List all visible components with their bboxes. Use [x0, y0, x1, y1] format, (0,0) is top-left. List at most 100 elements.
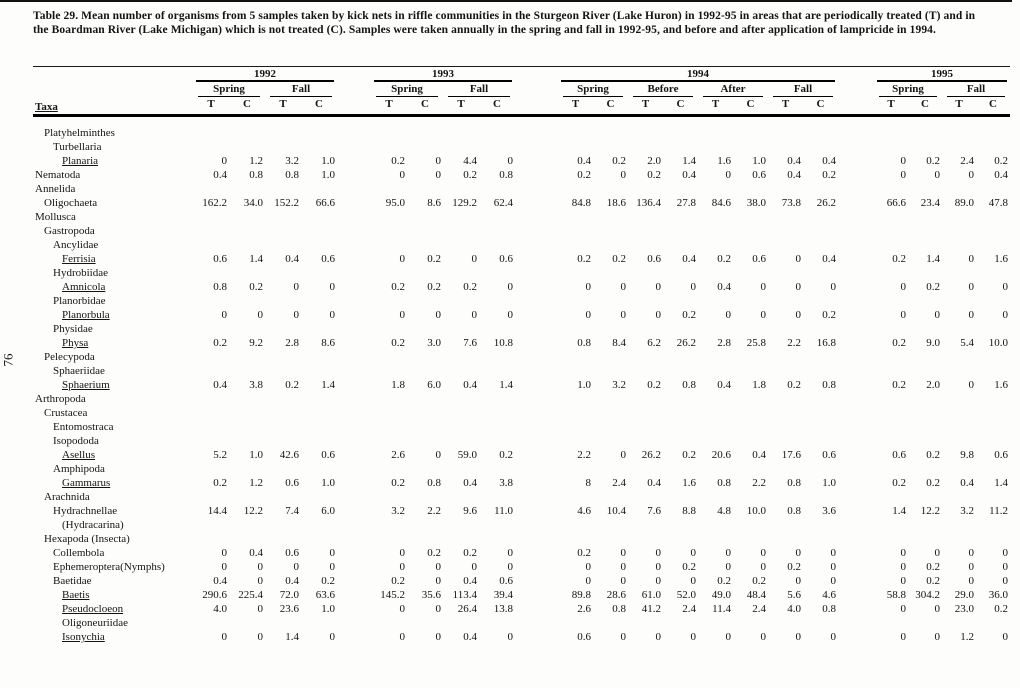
value-cell: 3.0 [427, 337, 441, 349]
value-cell: 0.4 [285, 575, 299, 587]
value-cell: 0 [399, 169, 406, 181]
value-cell: 84.8 [571, 197, 591, 209]
value-cell: 0.2 [612, 253, 626, 265]
year-header: 1993 [374, 68, 512, 82]
value-cell: 0.8 [682, 379, 696, 391]
value-cell: 0.4 [787, 155, 801, 167]
value-cell: 0 [900, 309, 907, 321]
taxon-label: Sphaeriidae [53, 365, 105, 377]
value-cell: 0 [900, 547, 907, 559]
taxon-label: Oligoneuriidae [62, 617, 128, 629]
value-cell: 11.4 [712, 603, 731, 615]
taxon-label: Pelecypoda [44, 351, 95, 363]
value-cell: 9.6 [463, 505, 477, 517]
table-row: Turbellaria [33, 140, 1010, 154]
value-cell: 0 [1002, 561, 1009, 573]
value-cell: 0.8 [249, 169, 263, 181]
value-cell: 0.6 [321, 253, 335, 265]
value-cell: 9.2 [249, 337, 263, 349]
value-cell: 0.4 [822, 155, 836, 167]
table-body: Platyhelminthes Turbellaria Planaria 0 1.2 3.… [33, 117, 1010, 644]
value-cell: 0 [507, 547, 514, 559]
value-cell: 1.6 [994, 253, 1008, 265]
value-cell: 0.2 [892, 477, 906, 489]
value-cell: 0 [257, 631, 264, 643]
treatment-header: T [457, 98, 465, 110]
value-cell: 62.4 [493, 197, 513, 209]
value-cell: 0 [795, 547, 802, 559]
value-cell: 0 [399, 309, 406, 321]
treatment-header: T [279, 98, 287, 110]
value-cell: 0.2 [994, 603, 1008, 615]
taxon-label: Amphipoda [53, 463, 105, 475]
value-cell: 41.2 [641, 603, 661, 615]
taxon-label: Collembola [53, 547, 105, 559]
value-cell: 0.6 [577, 631, 591, 643]
table-row: Hydrachnellae 14.4 12.2 7.4 6.0 3.2 2.2 9.6 11.0… [33, 504, 1010, 518]
value-cell: 0 [1002, 575, 1009, 587]
value-cell: 0.6 [321, 449, 335, 461]
value-cell: 0.2 [391, 155, 405, 167]
value-cell: 1.4 [321, 379, 335, 391]
value-cell: 72.0 [279, 589, 299, 601]
value-cell: 0.2 [647, 379, 661, 391]
table-row: Planorbidae [33, 294, 1010, 308]
table-caption: Table 29. Mean number of organisms from … [33, 10, 976, 36]
value-cell: 0.2 [285, 379, 299, 391]
taxon-label: Platyhelminthes [44, 127, 115, 139]
value-cell: 0.4 [787, 169, 801, 181]
value-cell: 0 [900, 169, 907, 181]
value-cell: 0.6 [994, 449, 1008, 461]
value-cell: 0 [725, 309, 732, 321]
taxon-label: Annelida [35, 183, 76, 195]
value-cell: 11.0 [494, 505, 513, 517]
taxon-label: Physidae [53, 323, 93, 335]
value-cell: 0 [1002, 281, 1009, 293]
value-cell: 26.2 [816, 197, 836, 209]
value-cell: 113.4 [452, 589, 477, 601]
value-cell: 14.4 [207, 505, 227, 517]
year-header-row: 1992 1993 1994 1995 [33, 66, 1010, 82]
value-cell: 0.8 [612, 603, 626, 615]
value-cell: 304.2 [915, 589, 940, 601]
table-row: Planaria 0 1.2 3.2 1.0 0.2 0 4.4 0 0.4 0.2 2.0 1.4 1.… [33, 154, 1010, 168]
value-cell: 9.8 [960, 449, 974, 461]
value-cell: 0.2 [213, 337, 227, 349]
taxon-label: Physa [62, 337, 89, 349]
value-cell: 2.4 [752, 603, 766, 615]
value-cell: 0 [293, 309, 300, 321]
taxon-label: Turbellaria [53, 141, 102, 153]
table-row: Pelecypoda [33, 350, 1010, 364]
treatment-header: C [816, 98, 825, 110]
value-cell: 0.2 [926, 449, 940, 461]
value-cell: 0.8 [717, 477, 731, 489]
value-cell: 8.6 [427, 197, 441, 209]
value-cell: 0 [399, 547, 406, 559]
value-cell: 0 [725, 169, 732, 181]
value-cell: 0.2 [321, 575, 335, 587]
taxon-label: Arachnida [44, 491, 90, 503]
value-cell: 0 [257, 309, 264, 321]
taxon-label: Nematoda [35, 169, 81, 181]
value-cell: 0 [690, 575, 697, 587]
value-cell: 10.8 [493, 337, 513, 349]
value-cell: 0.4 [463, 575, 477, 587]
value-cell: 0 [293, 561, 300, 573]
value-cell: 0.6 [499, 575, 513, 587]
table-row: Gastropoda [33, 224, 1010, 238]
season-header: Spring [376, 83, 438, 97]
value-cell: 0.2 [249, 281, 263, 293]
value-cell: 136.4 [636, 197, 661, 209]
value-cell: 0 [900, 155, 907, 167]
value-cell: 0 [435, 631, 442, 643]
value-cell: 0.6 [499, 253, 513, 265]
value-cell: 8 [585, 477, 592, 489]
value-cell: 0.2 [926, 575, 940, 587]
value-cell: 0.8 [213, 281, 227, 293]
value-cell: 0 [760, 309, 767, 321]
value-cell: 0.4 [960, 477, 974, 489]
value-cell: 18.6 [606, 197, 626, 209]
value-cell: 0.2 [391, 337, 405, 349]
value-cell: 0.4 [213, 169, 227, 181]
taxon-label: Isopododa [53, 435, 99, 447]
